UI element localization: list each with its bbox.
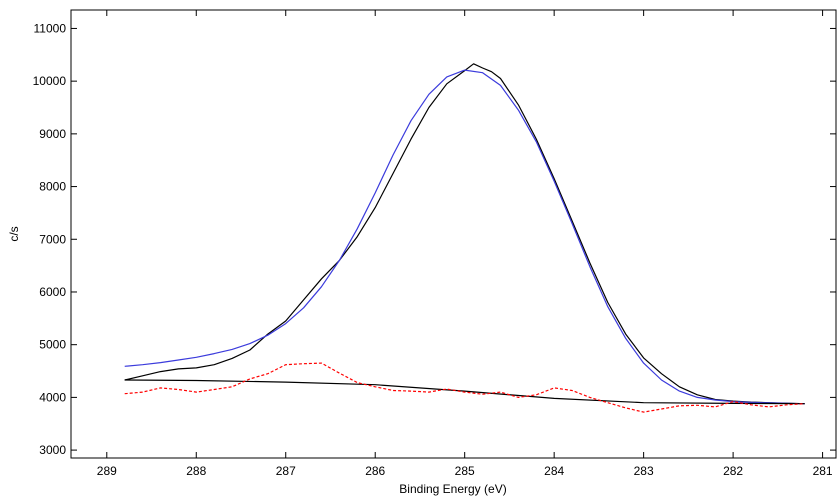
axis-layer: 289 288 287 286 285 284 283 282 281 3000 4000 5000 6… (33, 10, 836, 478)
x-tick-label: 288 (186, 464, 206, 478)
x-tick-label: 281 (813, 464, 833, 478)
y-tick-label: 6000 (39, 285, 66, 299)
plot-area (70, 9, 837, 459)
y-tick-label: 8000 (39, 180, 66, 194)
series-line-residual (124, 362, 805, 413)
y-tick-label: 4000 (39, 390, 66, 404)
y-tick-label: 5000 (39, 338, 66, 352)
y-tick-label: 7000 (39, 232, 66, 246)
y-axis-title: c/s (7, 226, 21, 241)
x-tick-label: 289 (97, 464, 117, 478)
y-tick-label: 3000 (39, 443, 66, 457)
series-line-background (124, 379, 805, 405)
x-tick-label: 284 (544, 464, 564, 478)
x-tick-label: 283 (634, 464, 654, 478)
series-layer (124, 63, 805, 413)
x-tick-label: 287 (276, 464, 296, 478)
y-tick-label: 10000 (33, 74, 67, 88)
x-axis-title: Binding Energy (eV) (399, 482, 506, 496)
x-tick-label: 282 (723, 464, 743, 478)
y-tick-label: 11000 (34, 21, 67, 35)
series-line-envelope (124, 69, 805, 405)
series-line-measured (124, 63, 805, 405)
x-tick-label: 286 (365, 464, 385, 478)
y-tick-label: 9000 (39, 127, 66, 141)
x-tick-label: 285 (455, 464, 475, 478)
